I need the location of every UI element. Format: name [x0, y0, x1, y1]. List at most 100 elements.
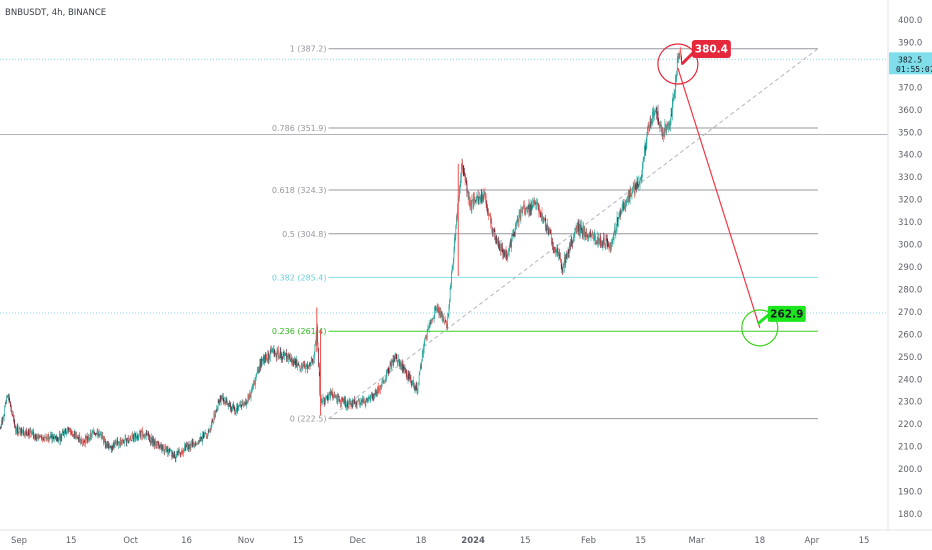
candle-body — [652, 111, 654, 113]
candle-body — [662, 135, 664, 136]
candle-body — [197, 441, 199, 445]
candle-body — [150, 437, 152, 443]
candle-body — [416, 386, 418, 389]
candle-body — [310, 360, 312, 366]
candle-body — [145, 433, 147, 437]
candle-body — [118, 442, 120, 443]
candle-body — [564, 257, 566, 260]
candle-body — [443, 317, 445, 323]
candle-body — [251, 387, 253, 389]
candle-body — [536, 203, 537, 205]
candle-body — [14, 427, 16, 428]
candle-body — [0, 426, 2, 429]
candle-body — [571, 239, 573, 242]
candle-body — [415, 386, 416, 390]
candle-body — [331, 391, 333, 394]
fib-level-label: 0.236 (261.4) — [272, 327, 327, 336]
candle-body — [383, 380, 385, 383]
candle-body — [155, 444, 157, 446]
candle-body — [428, 324, 430, 329]
candle-body — [134, 433, 136, 434]
candle-body — [489, 213, 491, 216]
candle-body — [232, 407, 233, 410]
candle-body — [91, 434, 92, 437]
candle-body — [233, 405, 235, 408]
candle-body — [57, 440, 59, 441]
candle-body — [362, 398, 364, 404]
candle-body — [348, 406, 349, 408]
candle-body — [630, 190, 632, 196]
candle-body — [387, 368, 389, 370]
candle-body — [65, 432, 67, 434]
candle-body — [499, 245, 501, 250]
candle-body — [212, 419, 213, 422]
candle-body — [581, 232, 583, 235]
candle-body — [478, 197, 480, 203]
candle-body — [463, 171, 465, 173]
price-projection[interactable]: 380.4 262.9 — [657, 40, 806, 347]
candle-body — [116, 441, 117, 443]
candle-body — [128, 440, 130, 442]
candle-body — [670, 113, 672, 120]
candle-body — [85, 436, 87, 439]
candle-body — [514, 231, 516, 237]
candle-body — [616, 217, 618, 229]
candle-body — [247, 395, 249, 401]
candle-body — [178, 450, 180, 453]
candle-body — [486, 206, 488, 208]
candle-body — [470, 205, 472, 208]
candle-body — [534, 200, 535, 203]
candle-body — [279, 350, 281, 359]
candle-body — [204, 434, 205, 438]
start-callout-label: 380.4 — [695, 44, 728, 56]
candle-body — [108, 446, 110, 449]
candle-body — [680, 53, 682, 59]
candle-body — [331, 391, 333, 396]
candle-body — [480, 193, 482, 200]
candle-body — [642, 163, 643, 171]
time-axis-background[interactable] — [0, 530, 932, 550]
fibonacci-retracement[interactable]: 1 (387.2) 0.786 (351.9) 0.618 (324.3) 0.5 (… — [272, 45, 818, 424]
candle-body — [302, 365, 304, 366]
candle-body — [227, 403, 229, 406]
candle-body — [16, 432, 17, 433]
candle-body — [404, 367, 406, 371]
candle-body — [657, 111, 658, 120]
candle-body — [162, 446, 164, 451]
candle-body — [136, 435, 138, 437]
candle-body — [111, 445, 113, 449]
candle-body — [113, 442, 115, 448]
candle-body — [408, 373, 409, 379]
price-axis-background[interactable] — [888, 0, 932, 530]
candle-body — [477, 195, 479, 203]
candle-body — [470, 201, 472, 206]
candle-body — [36, 437, 37, 439]
candle-body — [481, 193, 483, 201]
candle-body — [337, 396, 339, 402]
candle-body — [503, 253, 504, 255]
candle-body — [236, 405, 238, 413]
candle-body — [157, 441, 158, 446]
candle-body — [192, 441, 194, 447]
trend-line[interactable] — [328, 48, 819, 419]
candle-body — [674, 92, 676, 94]
candle-body — [443, 317, 444, 319]
candle-body — [473, 196, 475, 204]
candle-body — [274, 353, 276, 356]
candle-body — [420, 366, 421, 371]
candle-body — [613, 238, 614, 241]
candle-body — [349, 400, 351, 402]
candle-body — [140, 431, 141, 437]
candle-body — [593, 234, 594, 240]
candle-body — [671, 104, 673, 117]
candle-body — [554, 249, 556, 253]
candle-body — [122, 439, 123, 442]
candle-body — [75, 435, 77, 438]
candle-body — [659, 126, 661, 128]
candle-body — [318, 349, 320, 367]
candle-body — [406, 373, 408, 378]
candle-body — [655, 110, 656, 112]
candle-body — [647, 126, 649, 128]
candle-body — [580, 224, 582, 229]
